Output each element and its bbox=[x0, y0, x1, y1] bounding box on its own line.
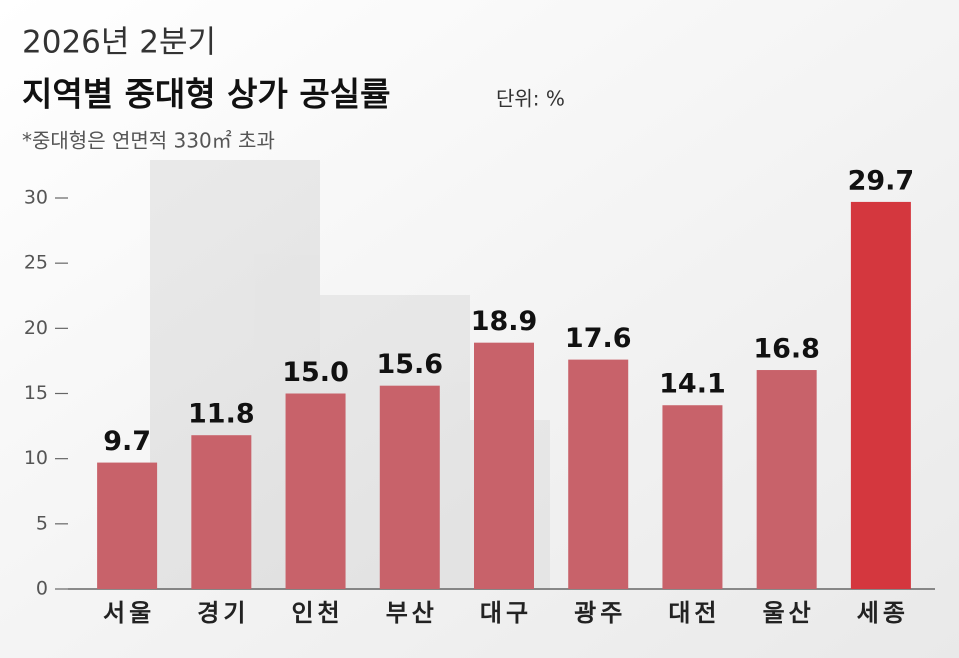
value-label: 15.0 bbox=[282, 357, 349, 388]
y-tick-label: 5 bbox=[36, 512, 48, 534]
value-label: 16.8 bbox=[753, 334, 820, 365]
value-label: 17.6 bbox=[565, 323, 632, 354]
bar bbox=[756, 370, 817, 589]
value-label: 9.7 bbox=[103, 426, 151, 457]
bar bbox=[474, 342, 534, 589]
note: *중대형은 연면적 330㎡ 초과 bbox=[22, 129, 275, 153]
value-label: 14.1 bbox=[659, 369, 726, 400]
y-tick-label: 20 bbox=[24, 317, 48, 339]
bar bbox=[662, 405, 723, 589]
unit-label: 단위: % bbox=[496, 87, 565, 111]
y-tick-label: 25 bbox=[24, 252, 48, 274]
x-tick-label: 경기 bbox=[197, 599, 249, 627]
chart-title: 지역별 중대형 상가 공실률 bbox=[22, 75, 390, 114]
bar bbox=[285, 393, 346, 589]
bar bbox=[850, 201, 911, 589]
bar bbox=[568, 359, 629, 589]
chart-subtitle: 2026년 2분기 bbox=[22, 25, 216, 61]
y-tick-label: 15 bbox=[24, 382, 48, 404]
x-tick-label: 세종 bbox=[857, 599, 909, 627]
x-tick-label: 부산 bbox=[386, 599, 438, 627]
bar bbox=[191, 435, 252, 589]
x-tick-label: 인천 bbox=[291, 599, 343, 627]
x-tick-label: 대구 bbox=[480, 599, 532, 627]
y-tick-label: 0 bbox=[36, 578, 48, 600]
y-tick-label: 10 bbox=[24, 447, 48, 469]
value-label: 29.7 bbox=[848, 165, 915, 196]
x-tick-label: 광주 bbox=[574, 599, 626, 627]
y-tick-label: 30 bbox=[24, 187, 48, 209]
bar bbox=[97, 462, 158, 589]
value-label: 15.6 bbox=[376, 349, 443, 380]
x-tick-label: 서울 bbox=[103, 599, 155, 627]
x-tick-label: 대전 bbox=[668, 599, 720, 627]
x-tick-label: 울산 bbox=[763, 599, 815, 627]
bar bbox=[379, 385, 440, 589]
value-label: 11.8 bbox=[188, 399, 255, 430]
value-label: 18.9 bbox=[471, 306, 538, 337]
